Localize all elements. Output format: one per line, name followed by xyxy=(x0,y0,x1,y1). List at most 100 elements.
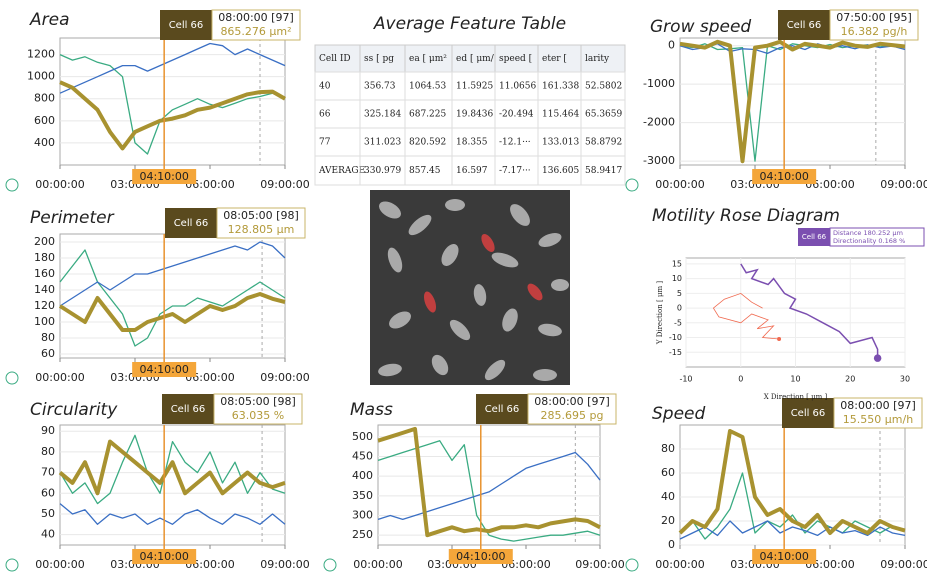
y-tick-label: 60 xyxy=(41,486,55,499)
y-tick-label: 300 xyxy=(352,508,373,521)
chart-title: Motility Rose Diagram xyxy=(652,206,840,226)
x-tick-label: 20 xyxy=(845,375,855,384)
series-line xyxy=(679,520,906,540)
y-tick-label: 60 xyxy=(661,466,675,479)
x-tick-label: 09:00:00 xyxy=(260,558,309,571)
tooltip-value: 15.550 μm/h xyxy=(843,413,913,426)
y-tick-label: 1200 xyxy=(27,48,55,61)
cell-text: 161.338 xyxy=(542,82,579,92)
y-tick-label: 80 xyxy=(661,442,675,455)
cursor-label: 04:10:00 xyxy=(759,550,808,563)
cell-text: 820.592 xyxy=(409,138,446,148)
x-tick-label: 06:00:00 xyxy=(805,178,854,191)
x-tick-label: -10 xyxy=(679,375,692,384)
tooltip-box xyxy=(829,227,925,247)
y-tick-label: 120 xyxy=(34,299,55,312)
x-tick-label: 09:00:00 xyxy=(575,558,624,571)
series-line xyxy=(59,54,286,155)
x-tick-label: 0 xyxy=(738,375,743,384)
cell-text: 857.45 xyxy=(409,166,441,176)
tooltip-cell-box xyxy=(162,394,214,424)
tooltip-cell: Cell 66 xyxy=(787,20,822,31)
cell-text: 11.0656 xyxy=(499,82,536,92)
cell-text: 311.023 xyxy=(364,138,401,148)
cell-text: 11.5925 xyxy=(456,82,493,92)
x-axis-label: X Direction [ μm ] xyxy=(764,393,828,401)
y-axis-label: Y Direction [ μm ] xyxy=(656,281,664,345)
plot-area xyxy=(679,37,906,166)
header-text: eter [ xyxy=(542,54,567,64)
tooltip-cell-box xyxy=(165,208,217,238)
y-tick-label: 80 xyxy=(41,445,55,458)
plot-area xyxy=(679,424,906,546)
series-line xyxy=(679,472,906,540)
tooltip-cell: Cell 66 xyxy=(791,408,826,419)
y-tick-label: 20 xyxy=(661,514,675,527)
y-tick-label: 600 xyxy=(34,114,55,127)
series-line xyxy=(59,434,286,505)
cell-text: 19.8436 xyxy=(456,110,493,120)
tooltip-cell: Cell 66 xyxy=(171,404,206,415)
y-icon xyxy=(625,178,639,192)
y-tick-label: 0 xyxy=(668,538,675,551)
tooltip-value: 128.805 μm xyxy=(228,223,295,236)
cell-text: 356.73 xyxy=(364,82,396,92)
tooltip-value: 865.276 μm² xyxy=(220,25,291,38)
chart-title: Perimeter xyxy=(30,208,115,228)
tooltip-box xyxy=(216,207,306,239)
cell-text: 66 xyxy=(319,110,331,120)
x-tick-label: 00:00:00 xyxy=(655,178,704,191)
cursor-label: 04:10:00 xyxy=(139,550,188,563)
tooltip-box xyxy=(213,393,303,425)
series-line xyxy=(59,503,286,525)
y-tick-label: 0 xyxy=(677,304,682,313)
cell xyxy=(580,155,626,186)
series-line xyxy=(58,292,286,332)
chart-title: Speed xyxy=(652,404,706,424)
header-text: ss [ pg xyxy=(364,54,394,64)
y-tick-label: -15 xyxy=(669,348,682,357)
y-tick-label: -5 xyxy=(674,318,682,327)
cursor-label-box xyxy=(752,549,817,564)
header-cell xyxy=(580,44,626,73)
y-tick-label: 140 xyxy=(34,283,55,296)
y-tick-label: -3000 xyxy=(643,154,675,167)
tooltip-cell: Cell 66 xyxy=(169,20,204,31)
cell-text: 77 xyxy=(319,138,331,148)
y-tick-label: -1000 xyxy=(643,77,675,90)
tooltip-box xyxy=(833,397,923,429)
tooltip-cell-box xyxy=(476,394,528,424)
cursor-label-box xyxy=(448,549,513,564)
x-tick-label: 00:00:00 xyxy=(35,558,84,571)
series-line xyxy=(678,429,906,535)
y-tick-label: 180 xyxy=(34,251,55,264)
header-text: Cell ID xyxy=(319,54,351,64)
tooltip-time: 08:00:00 [97] xyxy=(840,399,915,412)
cursor-label-box xyxy=(132,362,197,377)
cell-text: 40 xyxy=(319,82,331,92)
plot-area xyxy=(59,37,286,166)
x-tick-label: 06:00:00 xyxy=(185,558,234,571)
y-tick-label: 160 xyxy=(34,267,55,280)
chart-title: Circularity xyxy=(30,400,118,420)
microscopy-image xyxy=(370,190,570,385)
tooltip-cell-box xyxy=(778,10,830,40)
y-tick-label: 60 xyxy=(41,347,55,360)
x-tick-label: 09:00:00 xyxy=(260,371,309,384)
x-tick-label: 30 xyxy=(900,375,910,384)
header-text: speed [ xyxy=(499,54,532,64)
y-tick-label: 5 xyxy=(677,289,682,298)
y-tick-label: 200 xyxy=(34,235,55,248)
series-line xyxy=(377,451,601,521)
y-tick-label: 800 xyxy=(34,92,55,105)
cursor-label-box xyxy=(132,549,197,564)
tooltip-time: 08:05:00 [98] xyxy=(220,395,295,408)
tooltip-line: Directionality 0.168 % xyxy=(833,237,905,245)
y-tick-label: 250 xyxy=(352,528,373,541)
cell-text: AVERAGE xyxy=(318,166,365,176)
cell-text: 18.355 xyxy=(456,138,488,148)
trajectory-end xyxy=(873,354,882,362)
cursor-label-box xyxy=(132,169,197,184)
header-text: larity xyxy=(585,54,610,64)
